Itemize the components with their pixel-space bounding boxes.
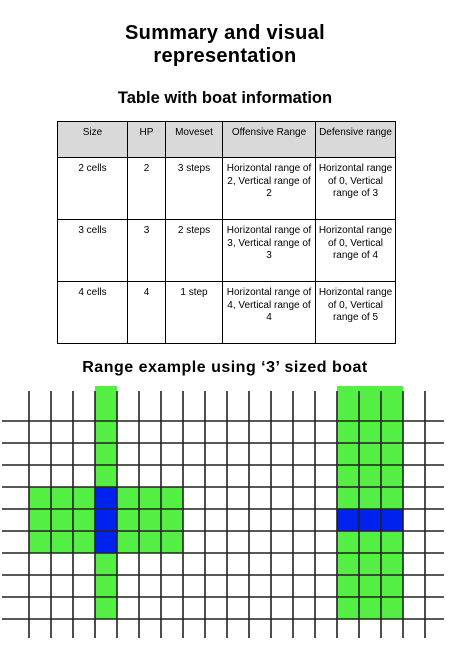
cell-size: 2 cells [57,157,128,220]
defensive-range [337,386,403,619]
cell-size: 4 cells [57,281,128,344]
header-hp: HP [127,121,166,158]
horizontal-boat [337,509,403,531]
cell-size: 3 cells [57,219,128,282]
cell-defensive-range: Horizontal range of 0, Vertical range of… [315,281,396,344]
range-heading: Range example using ‘3’ sized boat [82,359,368,376]
vertical-boat [95,487,117,553]
cell-offensive-range: Horizontal range of 4, Vertical range of… [222,281,316,344]
table-heading: Table with boat information [117,89,333,107]
table-row: 2 cells 2 3 steps Horizontal range of 2,… [57,157,396,220]
header-size: Size [57,121,128,158]
cell-offensive-range: Horizontal range of 2, Vertical range of… [222,157,316,220]
range-diagram-grid [2,386,444,638]
table-row: 3 cells 3 2 steps Horizontal range of 3,… [57,219,396,282]
cell-defensive-range: Horizontal range of 0, Vertical range of… [315,157,396,220]
cell-moveset: 2 steps [165,219,223,282]
page-title: Summary and visual representation [0,22,450,68]
cell-moveset: 1 step [165,281,223,344]
cell-hp: 4 [127,281,166,344]
table-row: 4 cells 4 1 step Horizontal range of 4, … [57,281,396,344]
cell-defensive-range: Horizontal range of 0, Vertical range of… [315,219,396,282]
header-moveset: Moveset [165,121,223,158]
cell-hp: 2 [127,157,166,220]
cell-hp: 3 [127,219,166,282]
cell-offensive-range: Horizontal range of 3, Vertical range of… [222,219,316,282]
title-line-2: representation [153,45,297,67]
cell-moveset: 3 steps [165,157,223,220]
boat-info-table: Size HP Moveset Offensive Range Defensiv… [57,121,396,344]
title-line-1: Summary and visual [125,22,325,44]
table-header-row: Size HP Moveset Offensive Range Defensiv… [57,121,396,158]
grid-lines [2,391,444,638]
header-defensive-range: Defensive range [315,121,396,158]
header-offensive-range: Offensive Range [222,121,316,158]
